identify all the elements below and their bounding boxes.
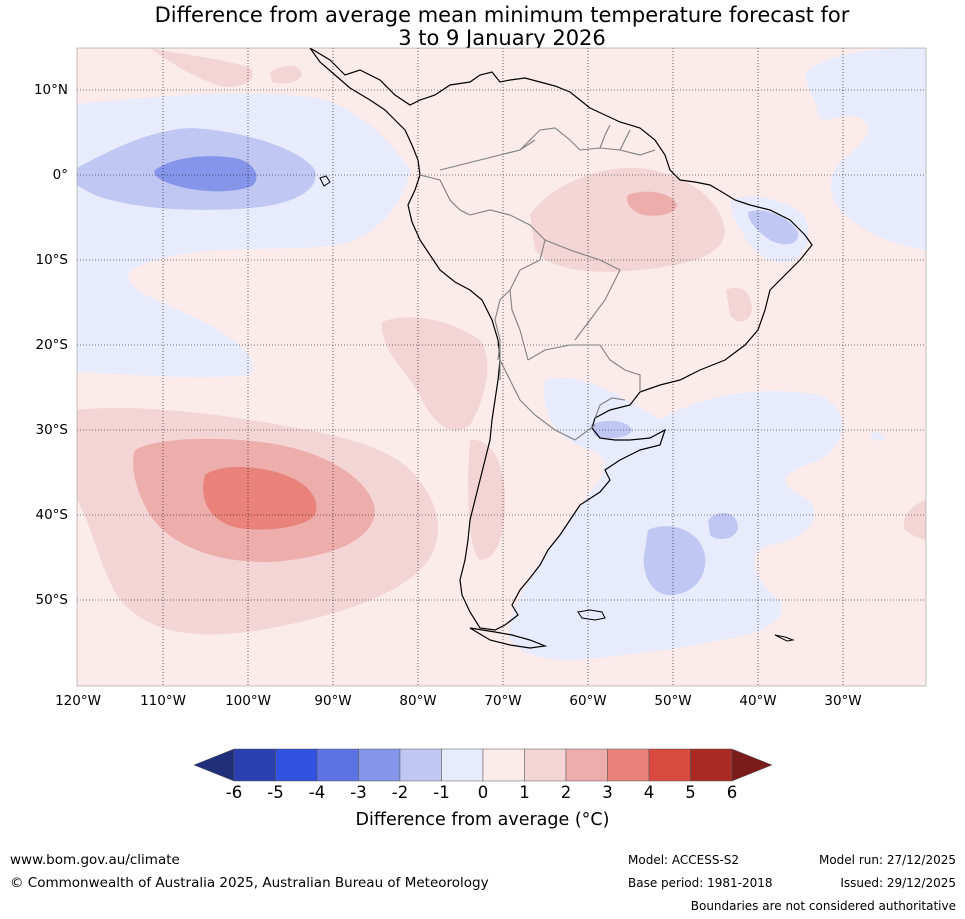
colorbar-bin [275, 748, 318, 782]
colorbar [193, 748, 773, 782]
lon-label-120w: 120°W [55, 693, 101, 709]
footer-copyright: © Commonwealth of Australia 2025, Austra… [10, 875, 489, 891]
colorbar-bin [399, 748, 442, 782]
lat-label-40s: 40°S [35, 507, 69, 523]
map-title-line1: Difference from average mean minimum tem… [154, 3, 850, 27]
lon-label-50w: 50°W [654, 693, 692, 709]
map-plot-area [77, 48, 926, 686]
country-borders [419, 124, 656, 441]
colorbar-tick-label: 6 [726, 783, 738, 802]
colorbar-tick-label: -3 [350, 783, 367, 802]
lat-label-0: 0° [52, 167, 68, 183]
colorbar-bin [524, 748, 567, 782]
south-america-coastline [309, 48, 813, 631]
anomaly-region-minus2-atlantic-patch1 [643, 526, 706, 595]
footer-model-run: Model run: 27/12/2025 [818, 853, 956, 867]
lat-label-10n: 10°N [33, 82, 68, 98]
colorbar-tick-label: 3 [602, 783, 613, 802]
south-georgia [774, 634, 795, 642]
colorbar-label: Difference from average (°C) [355, 810, 610, 830]
colorbar-tick-label: 4 [643, 783, 655, 802]
falkland-islands [577, 609, 606, 621]
lon-label-80w: 80°W [399, 693, 437, 709]
colorbar-tick-label: 0 [477, 783, 489, 802]
anomaly-region-plus2-east-edge [903, 500, 926, 540]
lat-label-10s: 10°S [35, 252, 69, 268]
anomaly-region-minus2-atlantic-patch2 [708, 513, 738, 540]
lon-label-30w: 30°W [824, 693, 862, 709]
colorbar-bin [690, 748, 733, 782]
colorbar-bin [233, 748, 276, 782]
colorbar-bin [358, 748, 401, 782]
anomaly-region-plus2-brazil-east [726, 287, 752, 322]
colorbar-tick-label: 2 [560, 783, 572, 802]
colorbar-bin [565, 748, 608, 782]
colorbar-tick-label: -6 [225, 783, 243, 802]
anomaly-region-plus3-amazon [627, 191, 677, 216]
anomaly-region-minus2-brazil-coast [748, 210, 799, 245]
map-title: Difference from average mean minimum tem… [77, 4, 927, 50]
colorbar-tick-label: 1 [519, 783, 530, 802]
anomaly-region-plus2-chile-coast [381, 317, 488, 431]
footer-issued: Issued: 29/12/2025 [840, 876, 956, 890]
galapagos-islands [319, 175, 331, 187]
lat-label-20s: 20°S [35, 337, 69, 353]
colorbar-bin [316, 748, 359, 782]
colorbar-bin [441, 748, 484, 782]
lon-label-70w: 70°W [484, 693, 522, 709]
lat-label-50s: 50°S [35, 592, 69, 608]
footer-website: www.bom.gov.au/climate [10, 852, 180, 868]
colorbar-bin [482, 748, 525, 782]
anomaly-region-minus1-south-atlantic [509, 377, 843, 661]
anomaly-region-plus2-caribbean-pacific [270, 65, 302, 84]
lat-label-30s: 30°S [35, 422, 69, 438]
footer-model: Model: ACCESS-S2 [628, 853, 740, 867]
lon-label-110w: 110°W [140, 693, 186, 709]
colorbar-tick-label: -5 [267, 783, 284, 802]
lon-label-100w: 100°W [225, 693, 271, 709]
lon-label-40w: 40°W [739, 693, 777, 709]
anomaly-region-minus2-uruguay [590, 420, 632, 438]
anomaly-region-plus2-patagonia [468, 439, 505, 560]
colorbar-tick-label: -1 [433, 783, 450, 802]
colorbar-extend-low [193, 748, 235, 782]
colorbar-tick-label: 5 [685, 783, 696, 802]
anomaly-region-minus3-pacific [154, 156, 257, 192]
map-frame [76, 47, 927, 687]
colorbar-bin [648, 748, 691, 782]
map-title-line2: 3 to 9 January 2026 [398, 26, 606, 50]
anomaly-region-plus2-north-pacific [150, 48, 253, 87]
footer-disclaimer: Boundaries are not considered authoritat… [690, 899, 956, 913]
anomaly-region-plus2-amazon [530, 167, 725, 272]
lon-label-60w: 60°W [569, 693, 607, 709]
colorbar-tick-label: -4 [308, 783, 326, 802]
colorbar-bin [607, 748, 650, 782]
anomaly-region-minus1-small [870, 432, 885, 441]
lon-label-90w: 90°W [314, 693, 352, 709]
colorbar-extend-high [731, 748, 773, 782]
tierra-del-fuego [469, 627, 548, 649]
graticule [77, 48, 926, 686]
anomaly-region-plus4-pacific [203, 467, 317, 530]
anomaly-region-minus1-atlantic-north [805, 48, 926, 250]
footer-base-period: Base period: 1981-2018 [628, 876, 773, 890]
colorbar-tick-label: -2 [391, 783, 409, 802]
